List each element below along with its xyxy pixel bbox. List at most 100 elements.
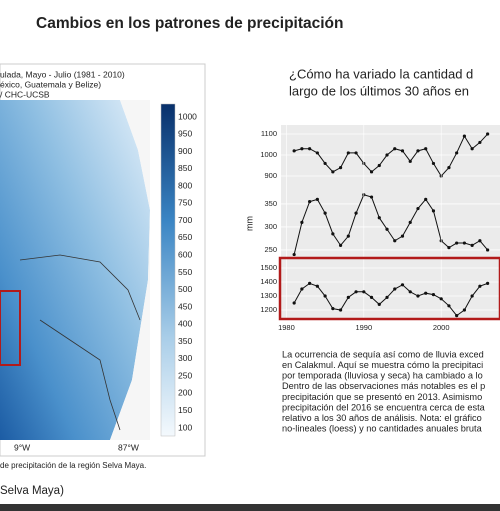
y-tick-label: 350	[264, 199, 277, 208]
y-tick-label: 1200	[260, 305, 277, 314]
colorbar-label: 550	[178, 267, 192, 277]
data-point	[400, 283, 405, 287]
data-point	[346, 295, 350, 300]
data-point	[377, 163, 381, 168]
map-caption: de precipitación de la región Selva Maya…	[0, 461, 146, 470]
data-point	[431, 293, 436, 297]
data-point	[338, 166, 343, 170]
footer-text: Selva Maya)	[0, 485, 64, 497]
data-point	[369, 195, 374, 199]
colorbar-label: 250	[178, 370, 192, 380]
data-point	[393, 147, 397, 151]
y-tick-label: 900	[264, 171, 277, 180]
data-point	[369, 295, 374, 300]
data-point	[308, 147, 312, 151]
data-point	[455, 151, 459, 155]
data-point	[478, 284, 482, 288]
data-point	[354, 290, 358, 294]
data-point	[362, 290, 366, 294]
colorbar-label: 950	[178, 129, 192, 139]
x-tick-label: 1990	[355, 323, 372, 332]
data-point	[331, 232, 335, 236]
data-point	[393, 239, 397, 243]
data-point	[416, 206, 420, 211]
data-line	[294, 133, 488, 177]
data-point	[424, 147, 428, 151]
data-point	[400, 149, 405, 153]
border	[19, 254, 141, 321]
colorbar-label: 750	[178, 198, 192, 208]
x-tick-label: 2000	[433, 323, 450, 332]
data-point	[354, 211, 358, 215]
data-point	[338, 308, 343, 312]
plot-panel	[281, 125, 500, 320]
data-point	[385, 227, 389, 231]
y-tick-label: 250	[264, 245, 277, 254]
data-point	[462, 308, 467, 312]
paragraph-line: en Calakmul. Aquí se muestra cómo la pre…	[282, 360, 483, 370]
colorbar-label: 650	[178, 232, 192, 242]
data-point	[385, 153, 389, 157]
data-point	[346, 151, 350, 155]
paragraph-line: relativo a los 30 años de análisis. Nota…	[282, 413, 482, 423]
colorbar-label: 600	[178, 249, 192, 259]
data-point	[315, 284, 319, 288]
paragraph-line: La ocurrencia de sequía así como de lluv…	[282, 349, 484, 359]
data-point	[323, 161, 327, 166]
data-point	[393, 287, 397, 291]
colorbar-label: 300	[178, 353, 192, 363]
data-point	[470, 243, 474, 247]
border	[39, 319, 121, 431]
heading-line: largo de los últimos 30 años en	[289, 83, 469, 98]
data-point	[377, 302, 381, 307]
data-point	[424, 197, 428, 201]
data-point	[486, 281, 490, 285]
data-point	[300, 147, 304, 151]
data-point	[447, 246, 451, 250]
colorbar-label: 900	[178, 146, 192, 156]
data-point	[431, 209, 436, 213]
y-tick-label: 1400	[260, 277, 277, 286]
data-point	[462, 241, 467, 245]
paragraph-line: Dentro de las observaciones más notables…	[282, 381, 485, 391]
paragraph-line: precipitación que se presentó en 2013. A…	[282, 392, 482, 402]
colorbar-label: 700	[178, 215, 192, 225]
data-point	[331, 307, 335, 311]
map-header: ulada, Mayo - Julio (1981 - 2010)	[0, 69, 125, 79]
data-point	[416, 149, 420, 153]
data-point	[486, 248, 490, 252]
data-point	[338, 243, 343, 247]
data-point	[354, 151, 358, 155]
data-point	[292, 301, 296, 305]
data-point	[462, 134, 467, 138]
colorbar-label: 150	[178, 405, 192, 415]
y-tick-label: 1300	[260, 291, 277, 300]
bottom-bar	[0, 504, 500, 511]
data-point	[470, 147, 474, 151]
data-point	[470, 294, 474, 298]
data-point	[478, 239, 482, 243]
y-tick-label: 1000	[260, 150, 277, 159]
data-point	[292, 252, 296, 257]
colorbar-label: 850	[178, 163, 192, 173]
region-box	[0, 290, 21, 366]
data-point	[300, 287, 304, 291]
colorbar-label: 200	[178, 388, 192, 398]
colorbar-label: 400	[178, 319, 192, 329]
slide-title: Cambios en los patrones de precipitación	[36, 15, 344, 32]
data-point	[439, 297, 443, 301]
data-point	[377, 216, 381, 220]
highlight-box	[278, 256, 500, 321]
x-tick-label: 1980	[278, 323, 295, 332]
paragraph-line: precipitación del 2016 se encuentra cerc…	[282, 402, 486, 412]
data-point	[455, 241, 459, 245]
map-x-label: 87°W	[118, 442, 139, 452]
data-point	[408, 159, 412, 163]
colorbar	[160, 103, 176, 437]
data-point	[300, 220, 304, 224]
data-point	[447, 166, 451, 170]
colorbar-label: 500	[178, 284, 192, 294]
data-point	[408, 290, 412, 294]
data-point	[408, 220, 412, 224]
y-axis-label: mm	[244, 216, 254, 231]
